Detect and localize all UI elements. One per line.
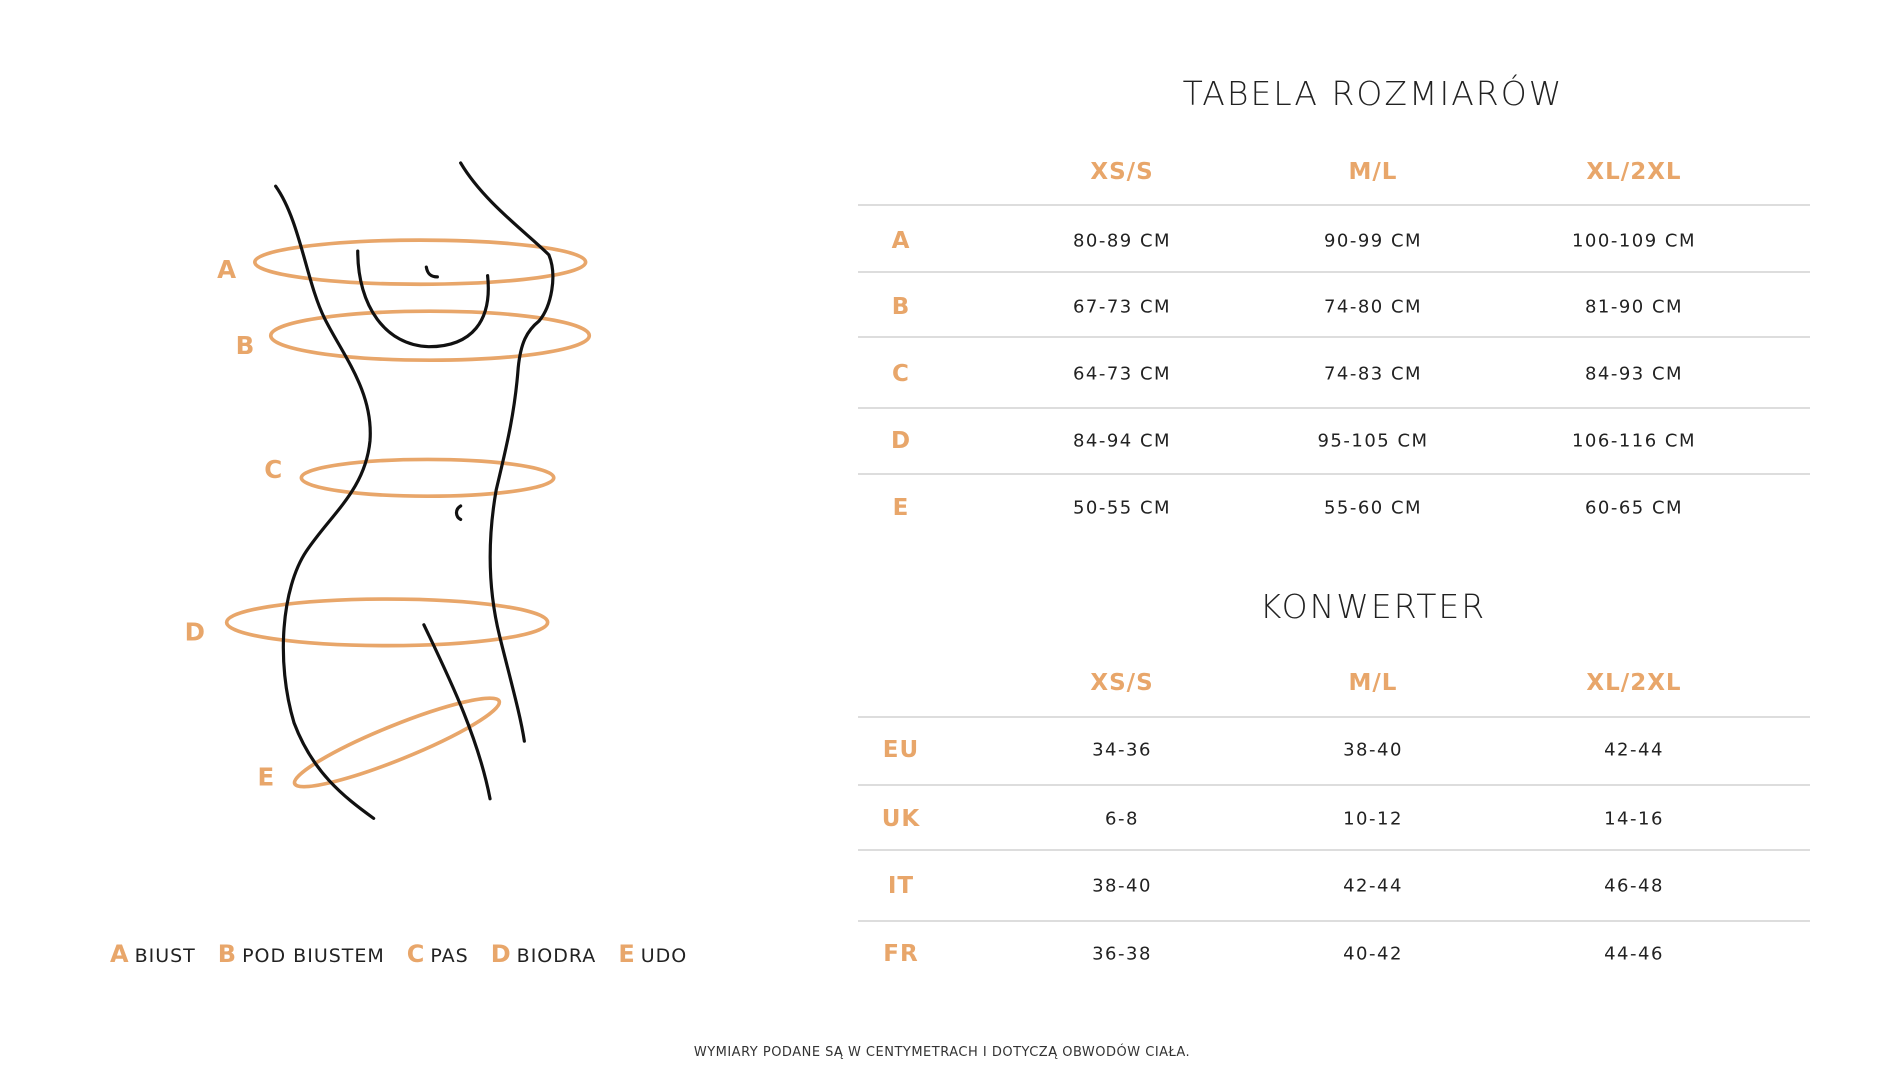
legend-key: C (406, 940, 426, 968)
row-divider (858, 473, 1810, 475)
legend-key: A (110, 940, 130, 968)
column-header: XL/2XL (1586, 159, 1682, 185)
table-cell: 38-40 (1092, 875, 1152, 897)
legend-label: BIUST (134, 945, 196, 967)
legend-key: E (618, 940, 636, 968)
table-cell: 42-44 (1343, 875, 1403, 897)
table-cell: 84-94 CM (1072, 430, 1172, 452)
measure-ring-b (268, 309, 592, 363)
table-cell: 74-83 CM (1323, 363, 1423, 385)
figure-label-e: E (257, 762, 274, 791)
column-header: M/L (1348, 670, 1398, 696)
table-cell: 80-89 CM (1072, 230, 1172, 252)
table-cell: 64-73 CM (1072, 363, 1172, 385)
table-cell: 6-8 (1105, 808, 1139, 830)
legend-item-c: C PAS (407, 940, 469, 968)
table-cell: 14-16 (1604, 808, 1664, 830)
table-cell: 106-116 CM (1571, 430, 1697, 452)
column-header: XS/S (1090, 159, 1154, 185)
row-divider (858, 336, 1810, 338)
figure-label-c: C (264, 455, 282, 484)
row-divider (858, 716, 1810, 718)
column-header: XS/S (1090, 670, 1154, 696)
figure-label-a: A (217, 255, 236, 284)
table-cell: 100-109 CM (1571, 230, 1697, 252)
table-cell: 34-36 (1092, 739, 1152, 761)
legend-item-b: B POD BIUSTEM (218, 940, 385, 968)
body-back-outline (274, 184, 376, 820)
table-cell: 40-42 (1343, 943, 1403, 965)
row-label: EU (882, 737, 920, 763)
legend-label: UDO (640, 945, 688, 967)
row-label: B (891, 294, 911, 320)
table-cell: 10-12 (1343, 808, 1403, 830)
row-label: C (892, 361, 910, 387)
legend-label: POD BIUSTEM (242, 945, 385, 967)
legend: A BIUST B POD BIUSTEM C PAS D BIODRA E UDO (110, 940, 697, 968)
table-cell: 67-73 CM (1072, 296, 1172, 318)
row-label: UK (881, 806, 921, 832)
row-label: A (891, 228, 911, 254)
table-cell: 46-48 (1604, 875, 1664, 897)
row-label: E (892, 495, 910, 521)
legend-item-d: D BIODRA (491, 940, 597, 968)
figure-label-b: B (236, 331, 255, 360)
navel-mark (454, 504, 463, 522)
column-header: XL/2XL (1586, 670, 1682, 696)
table-cell: 36-38 (1092, 943, 1152, 965)
table-cell: 81-90 CM (1584, 296, 1684, 318)
table-cell: 60-65 CM (1584, 497, 1684, 519)
table-cell: 90-99 CM (1323, 230, 1423, 252)
row-divider (858, 784, 1810, 786)
footnote: WYMIARY PODANE SĄ W CENTYMETRACH I DOTYC… (693, 1045, 1191, 1060)
measure-ring-e (292, 696, 502, 789)
row-divider (858, 271, 1810, 273)
table-cell: 42-44 (1604, 739, 1664, 761)
legend-label: BIODRA (516, 945, 597, 967)
table-cell: 55-60 CM (1323, 497, 1423, 519)
nipple-mark (424, 265, 439, 279)
measure-ring-a (252, 238, 588, 287)
legend-key: D (490, 940, 512, 968)
measure-ring-d (224, 597, 550, 648)
row-label: IT (887, 873, 915, 899)
legend-item-a: A BIUST (110, 940, 196, 968)
row-divider (858, 407, 1810, 409)
table-cell: 95-105 CM (1317, 430, 1429, 452)
measure-ring-c (299, 457, 556, 499)
legend-item-e: E UDO (618, 940, 687, 968)
legend-key: B (217, 940, 238, 968)
table-cell: 74-80 CM (1323, 296, 1423, 318)
thigh-outline (422, 623, 492, 801)
body-front-outline (459, 161, 555, 743)
row-divider (858, 920, 1810, 922)
converter-title: KONWERTER (1259, 587, 1487, 626)
row-divider (858, 849, 1810, 851)
figure-label-d: D (185, 618, 205, 647)
row-divider (858, 204, 1810, 206)
column-header: M/L (1348, 159, 1398, 185)
row-label: D (890, 428, 912, 454)
row-label: FR (883, 941, 919, 967)
body-measurement-figure: A B C D E (185, 161, 592, 820)
table-cell: 84-93 CM (1584, 363, 1684, 385)
table-cell: 44-46 (1604, 943, 1664, 965)
legend-label: PAS (430, 945, 469, 967)
breast-outline (356, 249, 490, 349)
table-cell: 50-55 CM (1072, 497, 1172, 519)
table-cell: 38-40 (1343, 739, 1403, 761)
size-table-title: TABELA ROZMIARÓW (1182, 74, 1564, 113)
